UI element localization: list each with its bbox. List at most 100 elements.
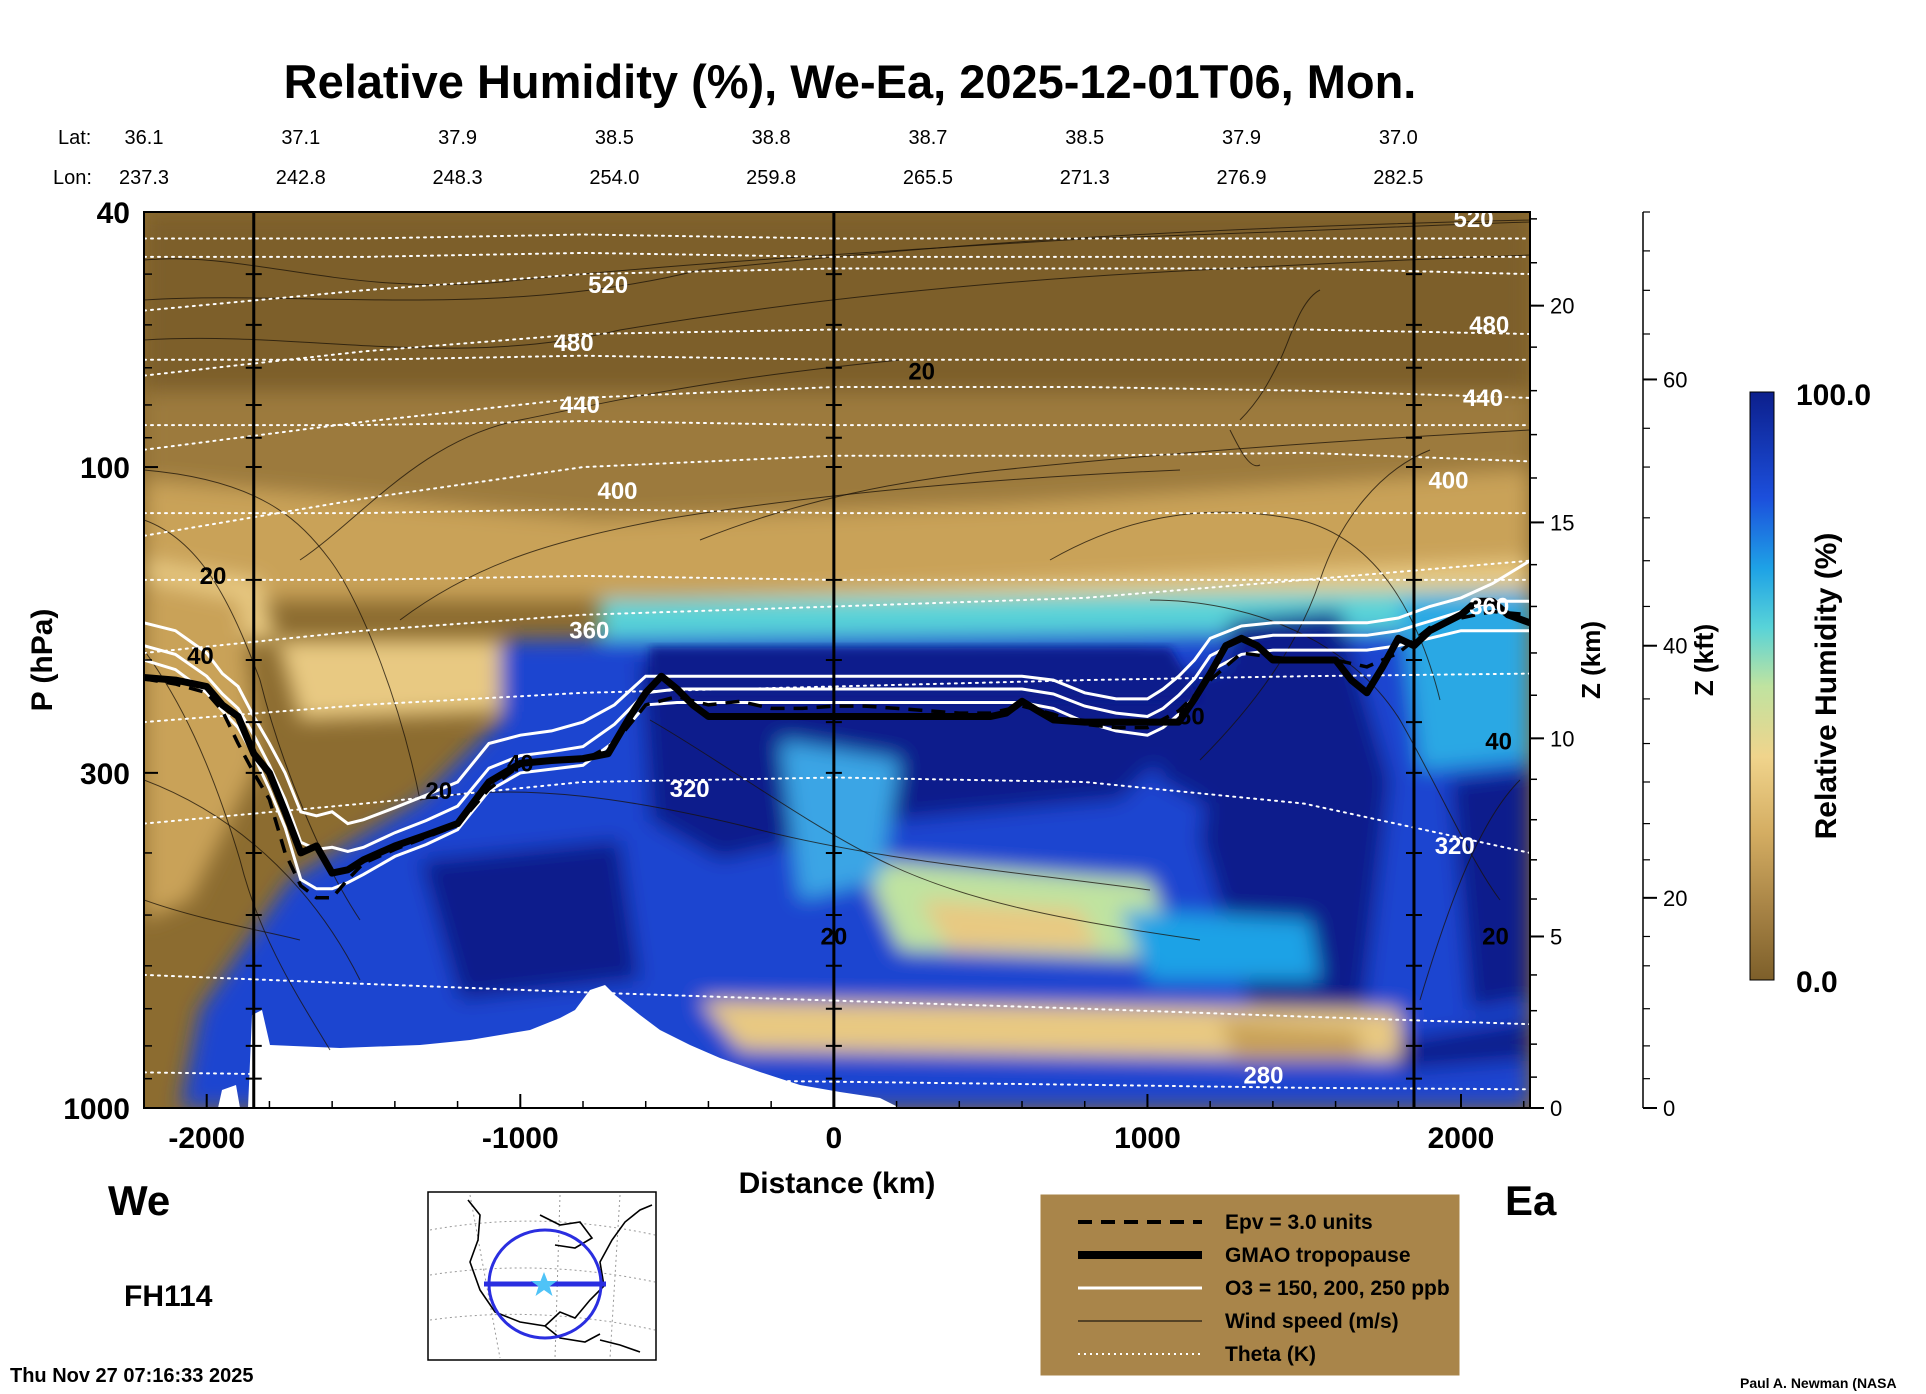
wind-contour <box>649 719 1201 941</box>
wind-label: 40 <box>507 750 534 777</box>
pressure-axis: 40 100 300 1000 <box>63 197 158 1126</box>
plot-area: 520480440400360320280520480440400360320 … <box>144 206 1530 1108</box>
wind-contour <box>144 254 1530 349</box>
theta-label: 520 <box>588 272 628 299</box>
wind-label: 20 <box>1482 923 1509 950</box>
timestamp: Thu Nov 27 07:16:33 2025 <box>10 1365 253 1387</box>
x-axis-label: Distance (km) <box>739 1167 936 1200</box>
series-o3-150-ppb <box>144 559 1530 826</box>
x-tick-label: 0 <box>826 1122 843 1155</box>
theta-label: 280 <box>1243 1063 1283 1090</box>
vertical-markers <box>245 212 1422 1108</box>
x-tick-label: -1000 <box>482 1122 559 1155</box>
wind-speed-contours <box>144 219 1530 1051</box>
west-label: We <box>108 1177 170 1224</box>
wind-label: 40 <box>1485 728 1512 755</box>
series-epv-3-0-units <box>144 609 1530 900</box>
series-gmao-tropopause <box>144 597 1530 877</box>
y-axis-label: P (hPa) <box>26 609 59 712</box>
lat-tick-4: 38.8 <box>752 127 791 149</box>
lon-tick-0: 237.3 <box>119 167 169 189</box>
x-tick-label: 1000 <box>1114 1122 1181 1155</box>
wind-contour <box>1149 599 1501 901</box>
wind-contour <box>144 469 421 801</box>
lat-tick-6: 38.5 <box>1065 127 1104 149</box>
p-tick-label: 300 <box>80 758 130 791</box>
zkm-tick-label: 10 <box>1550 726 1574 751</box>
wind-contour <box>299 359 901 561</box>
zkm-tick-label: 5 <box>1550 924 1562 949</box>
colorbar-min-label: 0.0 <box>1796 966 1838 999</box>
lon-tick-1: 242.8 <box>276 167 326 189</box>
lat-tick-1: 37.1 <box>281 127 320 149</box>
p-tick-label: 100 <box>80 452 130 485</box>
theta-contour <box>144 251 1530 258</box>
lon-tick-5: 265.5 <box>903 167 953 189</box>
kft-tick-label: 60 <box>1663 367 1687 392</box>
lon-tick-2: 248.3 <box>433 167 483 189</box>
theta-labels: 520 480 440 400 360 320 280 520 480 440 400 360 320 <box>554 206 1510 1090</box>
wind-contour <box>144 899 301 941</box>
x-tick-label: -2000 <box>168 1122 245 1155</box>
theta-label: 400 <box>1428 468 1468 495</box>
x-tick-label: 2000 <box>1428 1122 1495 1155</box>
zkm-tick-label: 15 <box>1550 510 1574 535</box>
wind-contour <box>144 649 331 1051</box>
theta-contour-300 <box>144 973 1530 1026</box>
theta-contour-520 <box>144 267 1530 312</box>
series-lines <box>144 559 1530 900</box>
wind-contour <box>144 219 1530 301</box>
lon-tick-8: 282.5 <box>1373 167 1423 189</box>
wind-contour <box>699 429 1530 541</box>
legend-label-4: Theta (K) <box>1225 1343 1316 1366</box>
lon-tick-4: 259.8 <box>746 167 796 189</box>
geo-tick-labels: 36.1 237.3 37.1 242.8 37.9 248.3 38.5 254.0 38.8… <box>119 127 1423 189</box>
colorbar-label: Relative Humidity (%) <box>1810 533 1843 840</box>
inset-map <box>427 1191 657 1361</box>
theta-contour-360 <box>144 559 1530 654</box>
lat-tick-8: 37.0 <box>1379 127 1418 149</box>
wind-label: 20 <box>908 359 935 386</box>
kft-tick-label: 0 <box>1663 1096 1675 1121</box>
wind-label: 40 <box>187 643 214 670</box>
theta-contour-280 <box>144 1071 1530 1091</box>
theta-label: 520 <box>1454 206 1494 233</box>
wind-label: 20 <box>200 563 227 590</box>
theta-contour-340 <box>144 672 1530 724</box>
p-tick-label: 1000 <box>63 1093 130 1126</box>
theta-label: 360 <box>569 618 609 645</box>
z-kft-label: Z (kft) <box>1689 624 1719 696</box>
lat-tick-3: 38.5 <box>595 127 634 149</box>
colorbar-max-label: 100.0 <box>1796 379 1871 412</box>
theta-label: 480 <box>554 330 594 357</box>
wind-label: 60 <box>1178 703 1205 730</box>
wind-contour <box>144 221 1530 286</box>
p-tick-label: 40 <box>97 197 130 230</box>
forecast-hour: FH114 <box>124 1280 213 1313</box>
lat-tick-7: 37.9 <box>1222 127 1261 149</box>
center-star-icon <box>531 1272 557 1296</box>
theta-contour-480 <box>144 328 1530 377</box>
theta-contour <box>144 354 1530 361</box>
wind-label: 20 <box>425 778 452 805</box>
wind-contour <box>1419 779 1521 1001</box>
coastline <box>467 1199 653 1353</box>
terrain-left <box>218 1085 240 1108</box>
series-o3-250-ppb <box>144 629 1530 891</box>
z-km-label: Z (km) <box>1576 621 1606 699</box>
theta-contour-320 <box>144 776 1530 854</box>
theta-label: 440 <box>1463 385 1503 412</box>
wind-contour <box>1229 429 1261 467</box>
lat-tick-0: 36.1 <box>125 127 164 149</box>
z-kft-axis: 0 20 40 60 <box>1642 211 1687 1121</box>
credit: Paul A. Newman (NASA <box>1740 1375 1897 1391</box>
east-label: Ea <box>1505 1177 1557 1224</box>
legend-label-0: Epv = 3.0 units <box>1225 1211 1373 1234</box>
lon-tick-7: 276.9 <box>1216 167 1266 189</box>
zkm-tick-label: 0 <box>1550 1096 1562 1121</box>
colorbar <box>1749 391 1775 981</box>
theta-label: 440 <box>560 392 600 419</box>
theta-label: 360 <box>1469 593 1509 620</box>
